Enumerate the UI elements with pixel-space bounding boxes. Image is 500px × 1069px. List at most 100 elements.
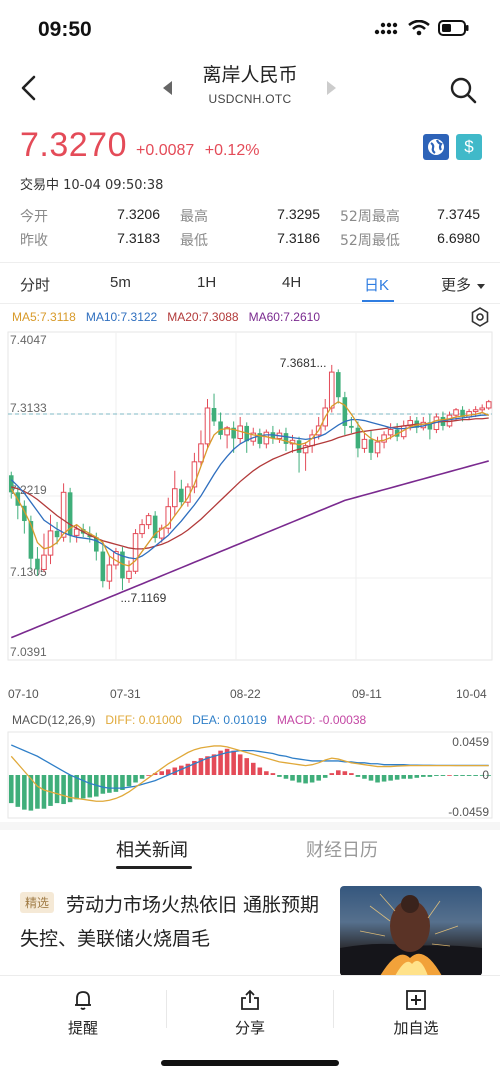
macd-bar <box>303 775 308 784</box>
candle-body <box>152 515 158 539</box>
macd-bar <box>368 775 374 781</box>
macd-bar <box>224 748 230 775</box>
macd-bar <box>322 775 328 778</box>
macd-bar <box>165 769 171 775</box>
stats-row-1: 今开 7.3206 最高 7.3295 52周最高 7.3745 <box>0 206 500 230</box>
low-label: 最低 <box>180 233 208 249</box>
macd-bar <box>466 775 472 776</box>
globe-icon[interactable] <box>423 134 449 160</box>
ma60-label: MA60:7.2610 <box>248 310 320 324</box>
macd-bar <box>479 775 485 776</box>
previous-instrument-icon[interactable] <box>163 81 172 95</box>
tab-intraday[interactable]: 分时 <box>20 277 51 294</box>
candle-body <box>283 433 289 444</box>
tab-1h[interactable]: 1H <box>197 274 217 291</box>
section-gap <box>0 822 500 830</box>
macd-chart[interactable]: 0.0459 0 -0.0459 <box>0 730 500 822</box>
add-watchlist-button[interactable]: 加自选 <box>366 988 466 1038</box>
bell-icon <box>75 991 91 1010</box>
y-tick-label: 7.0391 <box>10 645 47 659</box>
macd-bar <box>362 775 367 779</box>
candle-body <box>257 433 263 444</box>
candlestick-chart[interactable]: 7.40477.31337.22197.13057.03917.3681....… <box>0 326 500 706</box>
tab-related-news[interactable]: 相关新闻 <box>116 840 188 861</box>
ma-legend: MA5:7.3118 MA10:7.3122 MA20:7.3088 MA60:… <box>12 310 320 324</box>
tab-4h[interactable]: 4H <box>282 274 302 291</box>
tab-daily-k[interactable]: 日K <box>364 277 390 294</box>
next-instrument-icon[interactable] <box>327 81 336 95</box>
active-tab-indicator <box>362 300 394 302</box>
candle-body <box>198 443 204 463</box>
candle-body <box>106 564 113 582</box>
macd-bar <box>244 758 250 775</box>
open-value: 7.3206 <box>117 206 160 222</box>
macd-bar <box>192 760 197 775</box>
macd-bar <box>107 775 112 793</box>
macd-bar <box>434 775 439 776</box>
candle-body <box>47 530 54 556</box>
period-tabs: 分时 5m 1H 4H 日K 更多 <box>0 266 500 306</box>
macd-bar <box>28 775 34 811</box>
macd-bar <box>375 775 380 783</box>
macd-bar <box>179 765 184 775</box>
status-bar: 09:50 <box>0 0 500 60</box>
macd-bar <box>113 775 119 792</box>
macd-bar <box>381 775 387 782</box>
macd-bar <box>152 773 158 775</box>
status-icons <box>374 20 470 36</box>
indicator-settings-icon[interactable] <box>470 307 490 327</box>
bottom-action-bar: 提醒 分享 加自选 <box>0 975 500 1069</box>
remind-button[interactable]: 提醒 <box>33 988 133 1038</box>
macd-dea-label: DEA: 0.01019 <box>192 713 267 727</box>
macd-bar <box>414 775 420 778</box>
macd-bar <box>146 775 151 776</box>
candle-body <box>100 551 106 582</box>
candle-body <box>22 505 27 522</box>
status-time: 09:50 <box>38 18 92 41</box>
macd-bar <box>283 775 289 779</box>
candle-body <box>165 506 172 529</box>
candle-body <box>368 439 374 453</box>
macd-bar <box>486 775 492 776</box>
macd-bar <box>388 775 393 781</box>
divider <box>0 262 500 263</box>
candle-body <box>460 409 465 417</box>
news-thumbnail <box>340 886 482 976</box>
macd-bar <box>460 775 465 776</box>
macd-bar <box>15 775 21 807</box>
candle-body <box>336 372 341 398</box>
macd-bar <box>270 773 276 775</box>
macd-bar <box>211 754 217 775</box>
low52-value: 6.6980 <box>437 230 480 246</box>
price-change: +0.0087 +0.12% <box>136 142 259 160</box>
news-item[interactable]: 劳动力市场火热依旧 通胀预期失控、美联储火烧眉毛 精选 <box>0 886 500 976</box>
back-icon[interactable] <box>14 72 46 104</box>
tab-more[interactable]: 更多 <box>441 274 486 295</box>
search-icon[interactable] <box>448 75 478 105</box>
candle-body <box>446 414 453 427</box>
share-icon <box>241 989 259 1010</box>
tab-5m[interactable]: 5m <box>110 274 131 291</box>
macd-bar <box>329 773 335 775</box>
macd-bar <box>100 775 106 794</box>
candle-body <box>231 427 236 439</box>
ma20-line <box>11 417 489 550</box>
candle-body <box>302 445 309 454</box>
candle-body <box>263 431 270 445</box>
candle-body <box>453 409 459 416</box>
tab-financial-calendar[interactable]: 财经日历 <box>306 840 378 861</box>
share-button[interactable]: 分享 <box>200 988 300 1038</box>
candle-body <box>427 422 433 430</box>
nav-bar: 离岸人民币 USDCNH.OTC <box>0 60 500 120</box>
macd-bar <box>185 763 191 775</box>
candle-body <box>8 475 14 493</box>
dollar-icon[interactable]: $ <box>456 134 482 160</box>
instrument-code: USDCNH.OTC <box>208 92 292 106</box>
macd-bar <box>139 775 145 779</box>
candle-body <box>132 533 139 572</box>
nav-title-block: 离岸人民币 USDCNH.OTC <box>150 62 350 106</box>
candle-body <box>485 401 492 409</box>
macd-bar <box>309 775 315 783</box>
change-value: +0.0087 <box>136 142 195 159</box>
signal-icon <box>374 22 398 35</box>
